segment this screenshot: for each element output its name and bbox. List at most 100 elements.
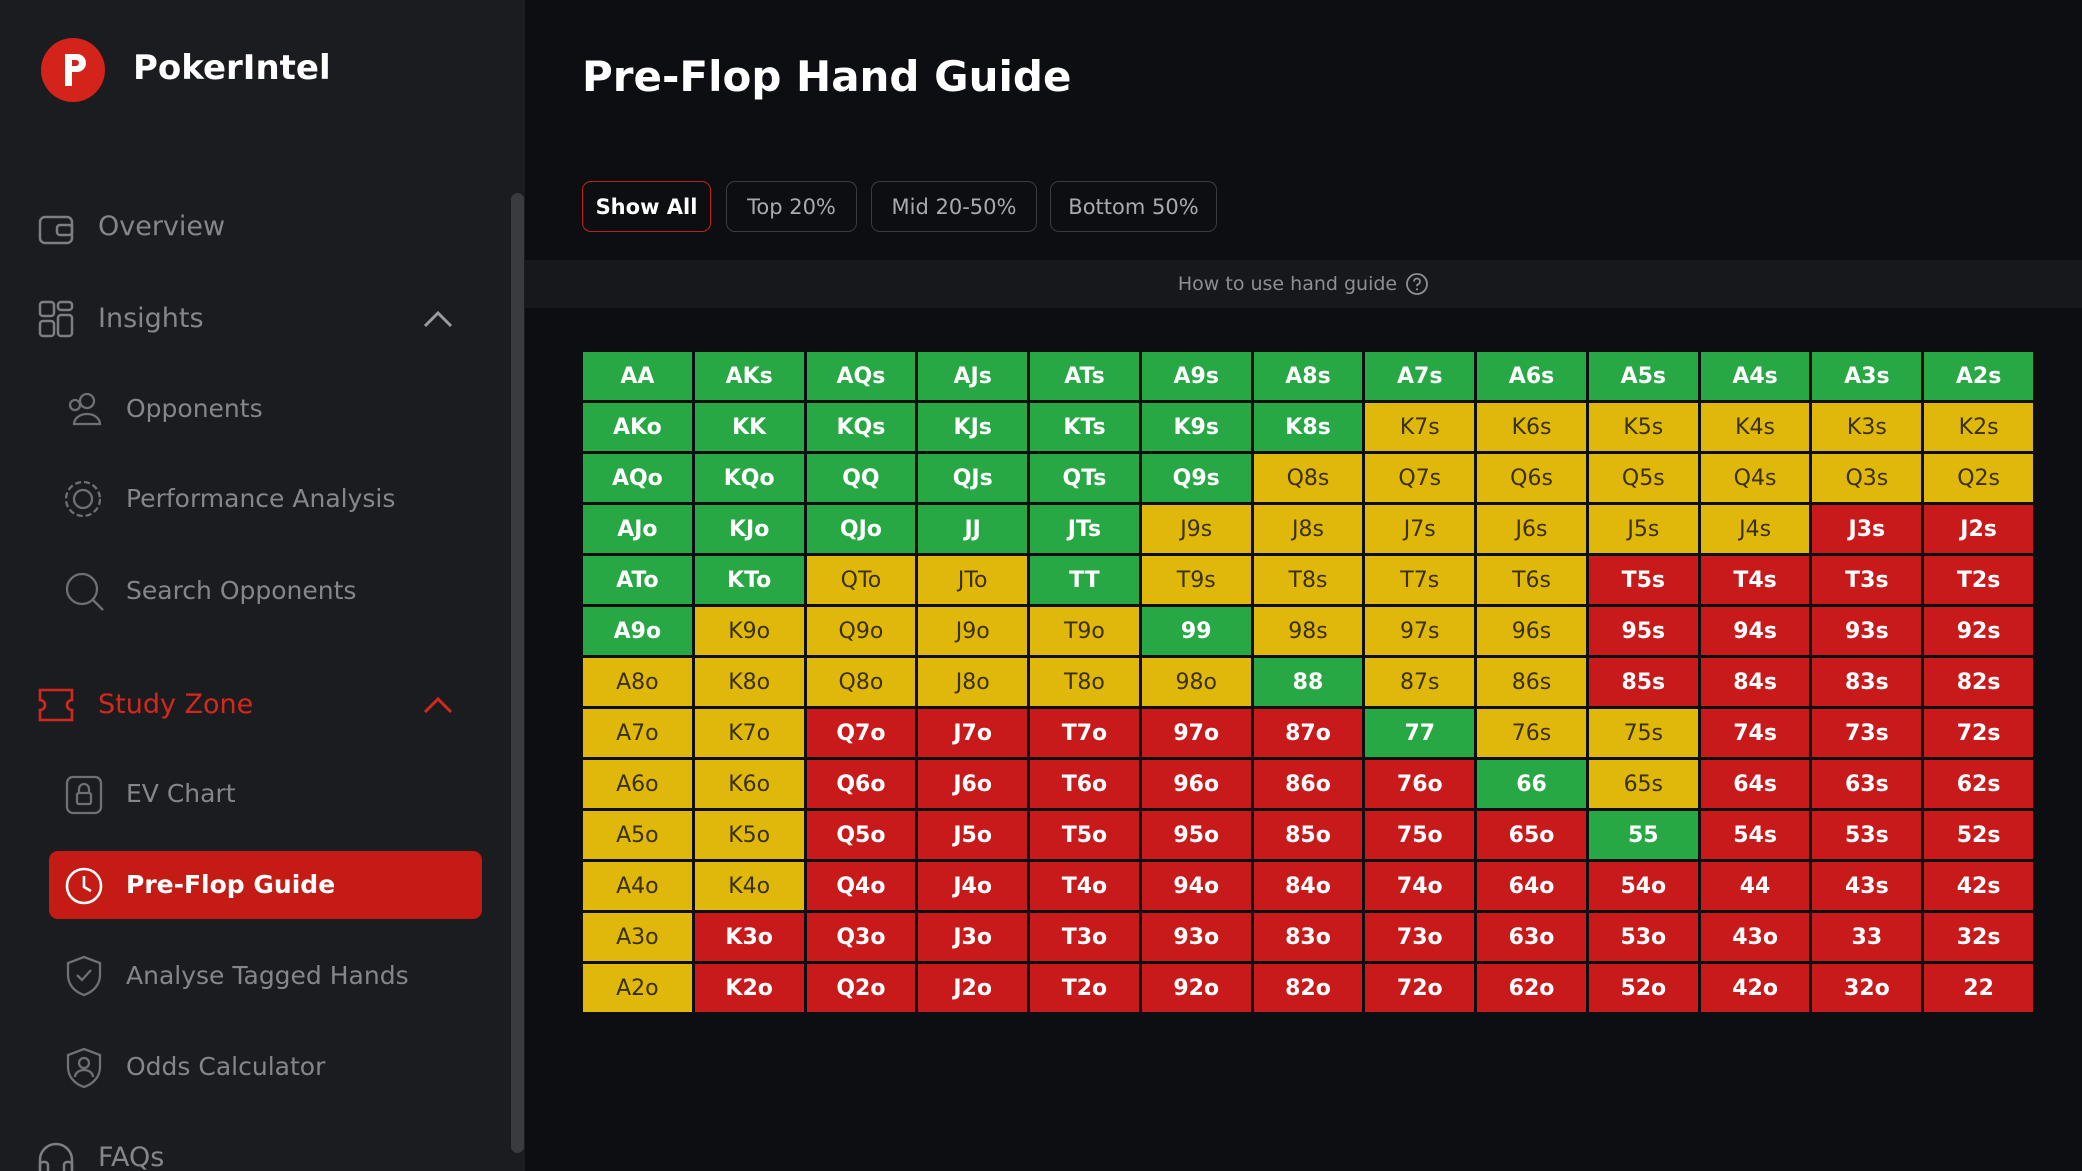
hand-cell[interactable]: 65s [1588, 760, 1698, 808]
hand-cell[interactable]: 54s [1700, 811, 1810, 859]
hand-cell[interactable]: 53s [1812, 811, 1922, 859]
hand-cell[interactable]: K9o [694, 607, 804, 655]
hand-cell[interactable]: Q9o [806, 607, 916, 655]
hand-cell[interactable]: 74o [1365, 862, 1475, 910]
hand-cell[interactable]: A6s [1477, 352, 1586, 400]
hand-cell[interactable]: QJs [918, 454, 1028, 502]
nav-item[interactable]: FAQs [98, 1142, 165, 1171]
hand-cell[interactable]: J7o [918, 709, 1028, 757]
hand-cell[interactable]: 94s [1700, 607, 1810, 655]
hand-cell[interactable]: KQs [806, 403, 916, 451]
nav-subitem[interactable]: EV Chart [126, 779, 236, 808]
hand-cell[interactable]: A5s [1588, 352, 1698, 400]
hand-cell[interactable]: AJs [918, 352, 1028, 400]
hand-cell[interactable]: K4o [694, 862, 804, 910]
scrollbar[interactable] [511, 193, 524, 1153]
hand-cell[interactable]: 52o [1588, 964, 1698, 1012]
hand-cell[interactable]: J3s [1812, 505, 1922, 553]
hand-cell[interactable]: 54o [1588, 862, 1698, 910]
hand-cell[interactable]: Q8s [1253, 454, 1363, 502]
hand-cell[interactable]: J9o [918, 607, 1028, 655]
hand-cell[interactable]: AJo [583, 505, 692, 553]
hand-cell[interactable]: 75s [1588, 709, 1698, 757]
hand-cell[interactable]: 84s [1700, 658, 1810, 706]
hand-cell[interactable]: A3s [1812, 352, 1922, 400]
hand-cell[interactable]: A5o [583, 811, 692, 859]
hand-cell[interactable]: Q5o [806, 811, 916, 859]
hand-cell[interactable]: T5s [1588, 556, 1698, 604]
hand-cell[interactable]: 64s [1700, 760, 1810, 808]
hand-cell[interactable]: 87o [1253, 709, 1363, 757]
hand-cell[interactable]: T2s [1924, 556, 2033, 604]
hand-cell[interactable]: A2s [1924, 352, 2033, 400]
hand-cell[interactable]: A8s [1253, 352, 1363, 400]
hand-cell[interactable]: 82s [1924, 658, 2033, 706]
hand-cell[interactable]: K6s [1477, 403, 1586, 451]
hand-cell[interactable]: 32o [1812, 964, 1922, 1012]
help-link[interactable]: How to use hand guide [1177, 273, 1398, 295]
hand-cell[interactable]: J4o [918, 862, 1028, 910]
hand-cell[interactable]: T8o [1030, 658, 1139, 706]
hand-cell[interactable]: 73o [1365, 913, 1475, 961]
hand-cell[interactable]: A6o [583, 760, 692, 808]
hand-cell[interactable]: J7s [1365, 505, 1475, 553]
hand-cell[interactable]: J8o [918, 658, 1028, 706]
hand-cell[interactable]: T7o [1030, 709, 1139, 757]
hand-cell[interactable]: A4s [1700, 352, 1810, 400]
hand-cell[interactable]: 77 [1365, 709, 1475, 757]
nav-subitem-active[interactable]: Pre-Flop Guide [126, 870, 336, 899]
hand-cell[interactable]: 72s [1924, 709, 2033, 757]
hand-cell[interactable]: Q6o [806, 760, 916, 808]
hand-cell[interactable]: Q6s [1477, 454, 1586, 502]
hand-cell[interactable]: 83s [1812, 658, 1922, 706]
hand-cell[interactable]: 97o [1141, 709, 1251, 757]
hand-cell[interactable]: A4o [583, 862, 692, 910]
hand-cell[interactable]: JTs [1030, 505, 1139, 553]
hand-cell[interactable]: T4o [1030, 862, 1139, 910]
hand-cell[interactable]: 65o [1477, 811, 1586, 859]
hand-cell[interactable]: 32s [1924, 913, 2033, 961]
hand-cell[interactable]: A9s [1141, 352, 1251, 400]
hand-cell[interactable]: 96s [1477, 607, 1586, 655]
hand-cell[interactable]: 72o [1365, 964, 1475, 1012]
hand-cell[interactable]: Q7s [1365, 454, 1475, 502]
nav-item[interactable]: Overview [98, 211, 226, 242]
hand-cell[interactable]: K4s [1700, 403, 1810, 451]
hand-cell[interactable]: 55 [1588, 811, 1698, 859]
hand-cell[interactable]: 63s [1812, 760, 1922, 808]
hand-cell[interactable]: 42o [1700, 964, 1810, 1012]
chevron-up[interactable] [422, 309, 454, 329]
hand-cell[interactable]: 97s [1365, 607, 1475, 655]
hand-cell[interactable]: JJ [918, 505, 1028, 553]
hand-cell[interactable]: Q3o [806, 913, 916, 961]
hand-cell[interactable]: J4s [1700, 505, 1810, 553]
hand-cell[interactable]: T5o [1030, 811, 1139, 859]
hand-cell[interactable]: K6o [694, 760, 804, 808]
hand-cell[interactable]: 33 [1812, 913, 1922, 961]
hand-cell[interactable]: K7o [694, 709, 804, 757]
filter-button[interactable]: Top 20% [726, 181, 857, 232]
hand-cell[interactable]: 85s [1588, 658, 1698, 706]
hand-cell[interactable]: A3o [583, 913, 692, 961]
hand-cell[interactable]: K3o [694, 913, 804, 961]
hand-cell[interactable]: 93s [1812, 607, 1922, 655]
hand-cell[interactable]: Q4o [806, 862, 916, 910]
hand-cell[interactable]: 85o [1253, 811, 1363, 859]
hand-cell[interactable]: J8s [1253, 505, 1363, 553]
hand-cell[interactable]: T3o [1030, 913, 1139, 961]
hand-cell[interactable]: 43o [1700, 913, 1810, 961]
nav-subitem[interactable]: Search Opponents [126, 576, 357, 605]
hand-cell[interactable]: T4s [1700, 556, 1810, 604]
hand-cell[interactable]: K5s [1588, 403, 1698, 451]
hand-cell[interactable]: 22 [1924, 964, 2033, 1012]
hand-cell[interactable]: 76s [1477, 709, 1586, 757]
hand-cell[interactable]: KTo [694, 556, 804, 604]
help-icon[interactable] [1405, 272, 1429, 296]
hand-cell[interactable]: 93o [1141, 913, 1251, 961]
hand-cell[interactable]: 62s [1924, 760, 2033, 808]
hand-cell[interactable]: K9s [1141, 403, 1251, 451]
hand-cell[interactable]: AQo [583, 454, 692, 502]
hand-cell[interactable]: 88 [1253, 658, 1363, 706]
hand-cell[interactable]: T7s [1365, 556, 1475, 604]
active-nav-item[interactable] [49, 851, 482, 919]
